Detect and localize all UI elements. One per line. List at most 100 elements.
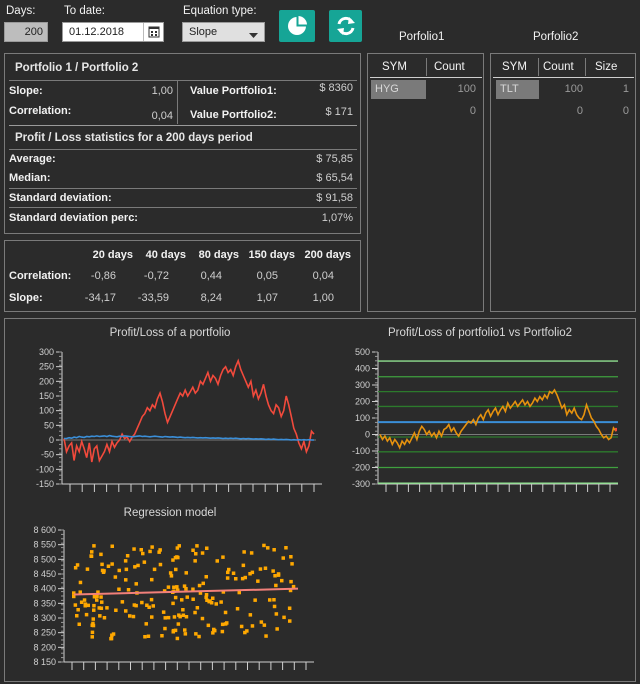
scatter-point	[126, 588, 131, 592]
scatter-point	[90, 623, 94, 627]
scatter-point	[204, 593, 209, 597]
scatter-point	[185, 595, 189, 599]
p2-col-size[interactable]: Size	[595, 61, 618, 73]
p2-row-count[interactable]: 0	[576, 105, 583, 117]
scatter-point	[242, 550, 246, 554]
scatter-point	[99, 552, 103, 557]
p1-row-count[interactable]: 100	[457, 83, 476, 95]
scatter-point	[142, 560, 147, 564]
y-tick-label: 50	[44, 420, 54, 430]
scatter-point	[197, 583, 202, 588]
period-correlation-value: 0,44	[200, 270, 222, 282]
scatter-point	[136, 563, 140, 568]
scatter-point	[175, 636, 180, 641]
y-tick-label: 8 350	[33, 598, 56, 608]
p1-col-sym[interactable]: SYM	[382, 61, 407, 73]
scatter-point	[140, 600, 144, 605]
scatter-point	[141, 551, 145, 556]
refresh-button[interactable]	[329, 10, 362, 42]
scatter-point	[276, 572, 281, 576]
scatter-point	[169, 574, 174, 578]
scatter-point	[225, 621, 229, 625]
scatter-point	[144, 622, 148, 626]
scatter-point	[168, 571, 173, 575]
y-tick-label: 300	[355, 380, 370, 390]
scatter-point	[110, 633, 114, 637]
divider	[9, 125, 357, 126]
y-tick-label: 100	[39, 406, 54, 416]
scatter-point	[250, 570, 255, 575]
p2-row-sym[interactable]: TLT	[496, 80, 539, 99]
scatter-point	[128, 614, 132, 618]
days-label: Days:	[6, 5, 36, 17]
days-input[interactable]: 200	[4, 22, 48, 42]
scatter-point	[92, 595, 97, 599]
scatter-point	[162, 589, 167, 593]
p1-col-count[interactable]: Count	[434, 61, 465, 73]
eqtype-select[interactable]: Slope	[182, 22, 265, 42]
scatter-point	[151, 604, 155, 608]
correlation-label: Correlation:	[9, 105, 72, 117]
average-label: Average:	[9, 153, 56, 165]
divider	[9, 188, 357, 189]
scatter-point	[183, 628, 187, 632]
scatter-point	[92, 608, 96, 612]
todate-picker[interactable]: 01.12.2018	[62, 22, 164, 42]
scatter-point	[211, 631, 215, 635]
divider	[9, 80, 357, 81]
scatter-point	[194, 552, 198, 556]
p2-row-count[interactable]: 100	[564, 83, 583, 95]
scatter-point	[171, 601, 175, 606]
p2-col-sym[interactable]: SYM	[502, 61, 527, 73]
correlation-value: 0,04	[151, 110, 173, 122]
scatter-point	[194, 632, 198, 636]
period-header: 40 days	[145, 249, 186, 261]
scatter-point	[90, 550, 94, 554]
scatter-point	[177, 544, 181, 548]
y-tick-label: 8 400	[33, 584, 56, 594]
scatter-point	[163, 626, 167, 631]
scatter-point	[99, 606, 104, 610]
y-tick-label: 100	[355, 413, 370, 423]
scatter-point	[258, 567, 263, 571]
portfolio2-grid[interactable]: SYM Count Size TLT 100 1 0 0	[490, 53, 636, 312]
divider	[426, 58, 427, 76]
scatter-point	[191, 587, 195, 591]
scatter-point	[214, 602, 218, 606]
y-tick-label: 0	[49, 435, 54, 445]
summary-panel: Portfolio 1 / Portfolio 2 Slope: 1,00 Co…	[4, 53, 361, 234]
scatter-point	[289, 579, 293, 584]
average-value: $ 75,85	[316, 153, 353, 165]
scatter-point	[209, 601, 214, 605]
period-correlation-value: 0,05	[256, 270, 278, 282]
scatter-point	[150, 577, 154, 582]
p1-row-count[interactable]: 0	[469, 105, 476, 117]
pie-chart-button[interactable]	[279, 10, 315, 42]
scatter-point	[219, 600, 223, 604]
scatter-point	[195, 606, 200, 610]
scatter-point	[120, 600, 125, 604]
p2-col-count[interactable]: Count	[543, 61, 574, 73]
portfolio1-grid[interactable]: SYM Count HYG 100 0	[367, 53, 484, 312]
series-line-0	[379, 388, 617, 450]
refresh-icon	[337, 16, 355, 36]
p2-row-size[interactable]: 1	[622, 83, 629, 95]
period-header: 20 days	[92, 249, 133, 261]
scatter-point	[173, 595, 178, 600]
scatter-point	[223, 610, 228, 615]
p1-row-sym[interactable]: HYG	[371, 80, 426, 99]
scatter-point	[287, 606, 292, 610]
scatter-point	[266, 546, 270, 550]
scatter-point	[225, 576, 230, 580]
scatter-point	[82, 598, 87, 602]
scatter-point	[91, 621, 95, 626]
scatter-point	[181, 613, 186, 617]
calendar-icon[interactable]	[143, 23, 163, 41]
period-slope-value: 1,07	[256, 292, 278, 304]
scatter-point	[200, 616, 205, 621]
scatter-point	[231, 571, 236, 575]
scatter-point	[191, 548, 195, 552]
scatter-point	[262, 623, 267, 627]
scatter-point	[181, 608, 185, 612]
p2-row-size[interactable]: 0	[622, 105, 629, 117]
